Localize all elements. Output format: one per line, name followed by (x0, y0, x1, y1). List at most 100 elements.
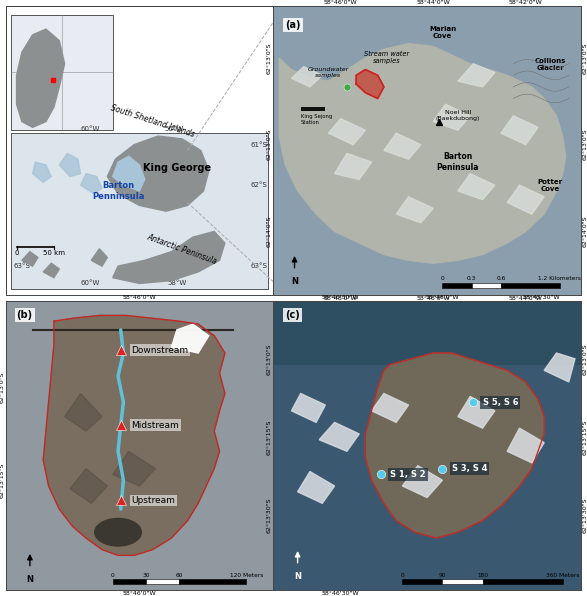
Text: 60°W: 60°W (80, 280, 100, 286)
Text: 62°13'0"S: 62°13'0"S (266, 42, 271, 74)
Bar (443, 283, 472, 288)
Polygon shape (356, 70, 384, 98)
Text: 62°13'15"S: 62°13'15"S (583, 419, 587, 455)
Text: 62°13'0"S: 62°13'0"S (274, 372, 279, 403)
Text: 62°13'30"S: 62°13'30"S (583, 497, 587, 533)
Text: King Sejong
Station: King Sejong Station (301, 114, 332, 125)
Text: 62°14'0"S: 62°14'0"S (583, 216, 587, 247)
Polygon shape (43, 263, 59, 278)
Text: 56°W: 56°W (164, 126, 184, 132)
Polygon shape (113, 451, 156, 486)
Bar (11, 15, 113, 131)
Polygon shape (171, 324, 209, 353)
Text: 62°13'0"S: 62°13'0"S (583, 129, 587, 160)
Polygon shape (113, 231, 225, 284)
Text: (a): (a) (285, 20, 301, 30)
Text: 62°13'0"S: 62°13'0"S (583, 343, 587, 374)
Polygon shape (59, 153, 80, 176)
Polygon shape (433, 104, 470, 131)
Polygon shape (365, 353, 544, 538)
Bar (483, 579, 562, 584)
Text: 0: 0 (14, 250, 19, 256)
Text: 61°S: 61°S (251, 142, 268, 148)
Bar (301, 107, 325, 111)
Polygon shape (329, 119, 365, 145)
Text: N: N (26, 575, 33, 584)
Polygon shape (507, 185, 544, 214)
Polygon shape (544, 353, 575, 382)
Text: 62°13'0"S: 62°13'0"S (266, 343, 271, 374)
Bar (472, 283, 501, 288)
Text: 58°46'0"W: 58°46'0"W (123, 294, 156, 300)
Polygon shape (292, 393, 325, 423)
Text: Collions
Glacier: Collions Glacier (535, 58, 566, 71)
Text: N: N (291, 277, 298, 286)
Text: 0.3: 0.3 (467, 276, 477, 281)
Ellipse shape (94, 518, 142, 547)
Polygon shape (384, 133, 421, 159)
Text: 58°44'0"W: 58°44'0"W (509, 296, 542, 302)
Text: 63°S: 63°S (251, 263, 268, 269)
Polygon shape (319, 423, 359, 451)
Text: 0: 0 (441, 276, 444, 281)
Bar (11, 133, 268, 289)
Text: 58°48'0"W: 58°48'0"W (324, 296, 357, 302)
Bar (146, 579, 180, 584)
Text: 60°W: 60°W (80, 126, 100, 132)
Polygon shape (372, 393, 409, 423)
Polygon shape (65, 393, 102, 431)
Text: Groundwater
samples: Groundwater samples (308, 67, 349, 78)
Text: 58°46'30"W: 58°46'30"W (322, 591, 360, 596)
Polygon shape (458, 64, 495, 87)
Text: Potter
Cove: Potter Cove (538, 179, 563, 192)
Text: 62°S: 62°S (251, 182, 268, 188)
Text: 60: 60 (176, 573, 183, 578)
Polygon shape (507, 428, 544, 463)
Text: 0: 0 (400, 573, 404, 578)
Polygon shape (458, 396, 495, 428)
Bar (113, 579, 146, 584)
Text: King George: King George (143, 163, 211, 173)
Text: 0.6: 0.6 (497, 276, 505, 281)
Text: (b): (b) (16, 310, 33, 319)
Text: Marian
Cove: Marian Cove (429, 26, 456, 39)
Text: 1.2 Kilometers: 1.2 Kilometers (538, 276, 581, 281)
Text: 58°45'30"W: 58°45'30"W (522, 294, 560, 300)
Text: 62°14'0"S: 62°14'0"S (266, 216, 271, 247)
Polygon shape (335, 153, 372, 179)
Polygon shape (298, 471, 335, 503)
Text: Stream water
samples: Stream water samples (365, 51, 410, 64)
Text: 62°13'15"S: 62°13'15"S (274, 462, 279, 498)
Polygon shape (279, 44, 566, 263)
Polygon shape (396, 197, 433, 223)
Text: S 1, S 2: S 1, S 2 (390, 470, 426, 479)
Text: Noel Hill
(Baekdubong): Noel Hill (Baekdubong) (436, 110, 480, 121)
Text: 120 Meters: 120 Meters (230, 573, 263, 578)
Text: 62°13'0"S: 62°13'0"S (583, 42, 587, 74)
Polygon shape (501, 116, 538, 145)
Text: N: N (294, 572, 301, 581)
Text: S 3, S 4: S 3, S 4 (452, 464, 487, 473)
Text: Midstream: Midstream (131, 421, 179, 430)
Text: 180: 180 (477, 573, 488, 578)
Text: 58°46'0"W: 58°46'0"W (324, 0, 357, 5)
Text: Downstream: Downstream (131, 346, 188, 355)
Polygon shape (80, 173, 102, 194)
Polygon shape (22, 252, 38, 266)
Polygon shape (107, 136, 209, 211)
Bar (180, 579, 247, 584)
Text: S 5, S 6: S 5, S 6 (483, 398, 518, 406)
Text: Barton
Peninsula: Barton Peninsula (437, 153, 479, 172)
Polygon shape (43, 315, 225, 555)
Text: 58°42'0"W: 58°42'0"W (509, 0, 542, 5)
Polygon shape (458, 173, 495, 200)
Polygon shape (33, 162, 51, 182)
Text: 90: 90 (438, 573, 446, 578)
Text: 0: 0 (111, 573, 114, 578)
Polygon shape (292, 67, 322, 87)
Text: 360 Meters: 360 Meters (546, 573, 579, 578)
Text: 58°W: 58°W (167, 280, 187, 286)
Bar (443, 579, 483, 584)
Text: Antarctic Peninsula: Antarctic Peninsula (146, 232, 218, 266)
Text: Upstream: Upstream (131, 496, 176, 505)
